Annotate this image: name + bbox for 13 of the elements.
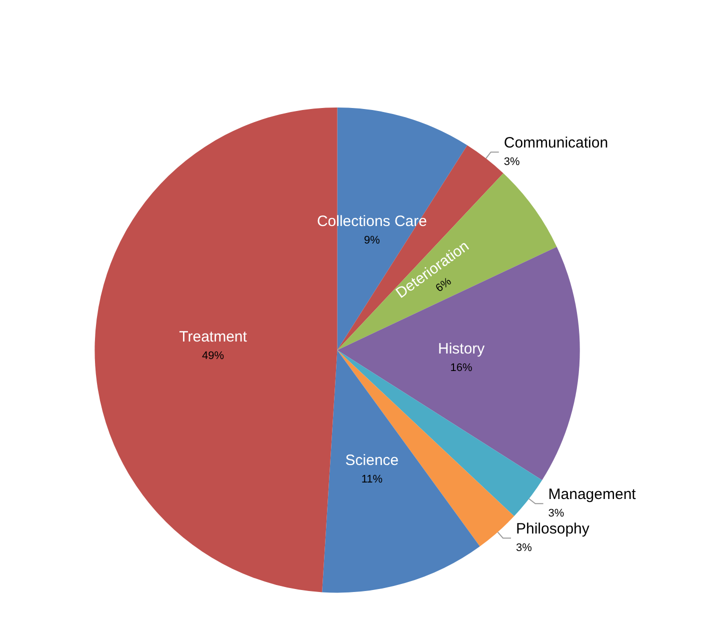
data-label: 3% xyxy=(516,542,532,554)
data-label: 11% xyxy=(361,473,383,486)
data-label: 3% xyxy=(548,508,564,520)
slice-label: History xyxy=(438,340,486,358)
slice-label: Treatment xyxy=(179,328,248,346)
data-label: 16% xyxy=(450,362,473,374)
slice-label: Communication xyxy=(504,134,608,152)
slice-label: Philosophy xyxy=(516,520,590,538)
data-label: 3% xyxy=(504,156,520,168)
data-label: 49% xyxy=(202,350,224,362)
data-label: 9% xyxy=(364,234,380,247)
slice-label: Science xyxy=(345,452,399,469)
slice-label: Management xyxy=(548,486,637,504)
